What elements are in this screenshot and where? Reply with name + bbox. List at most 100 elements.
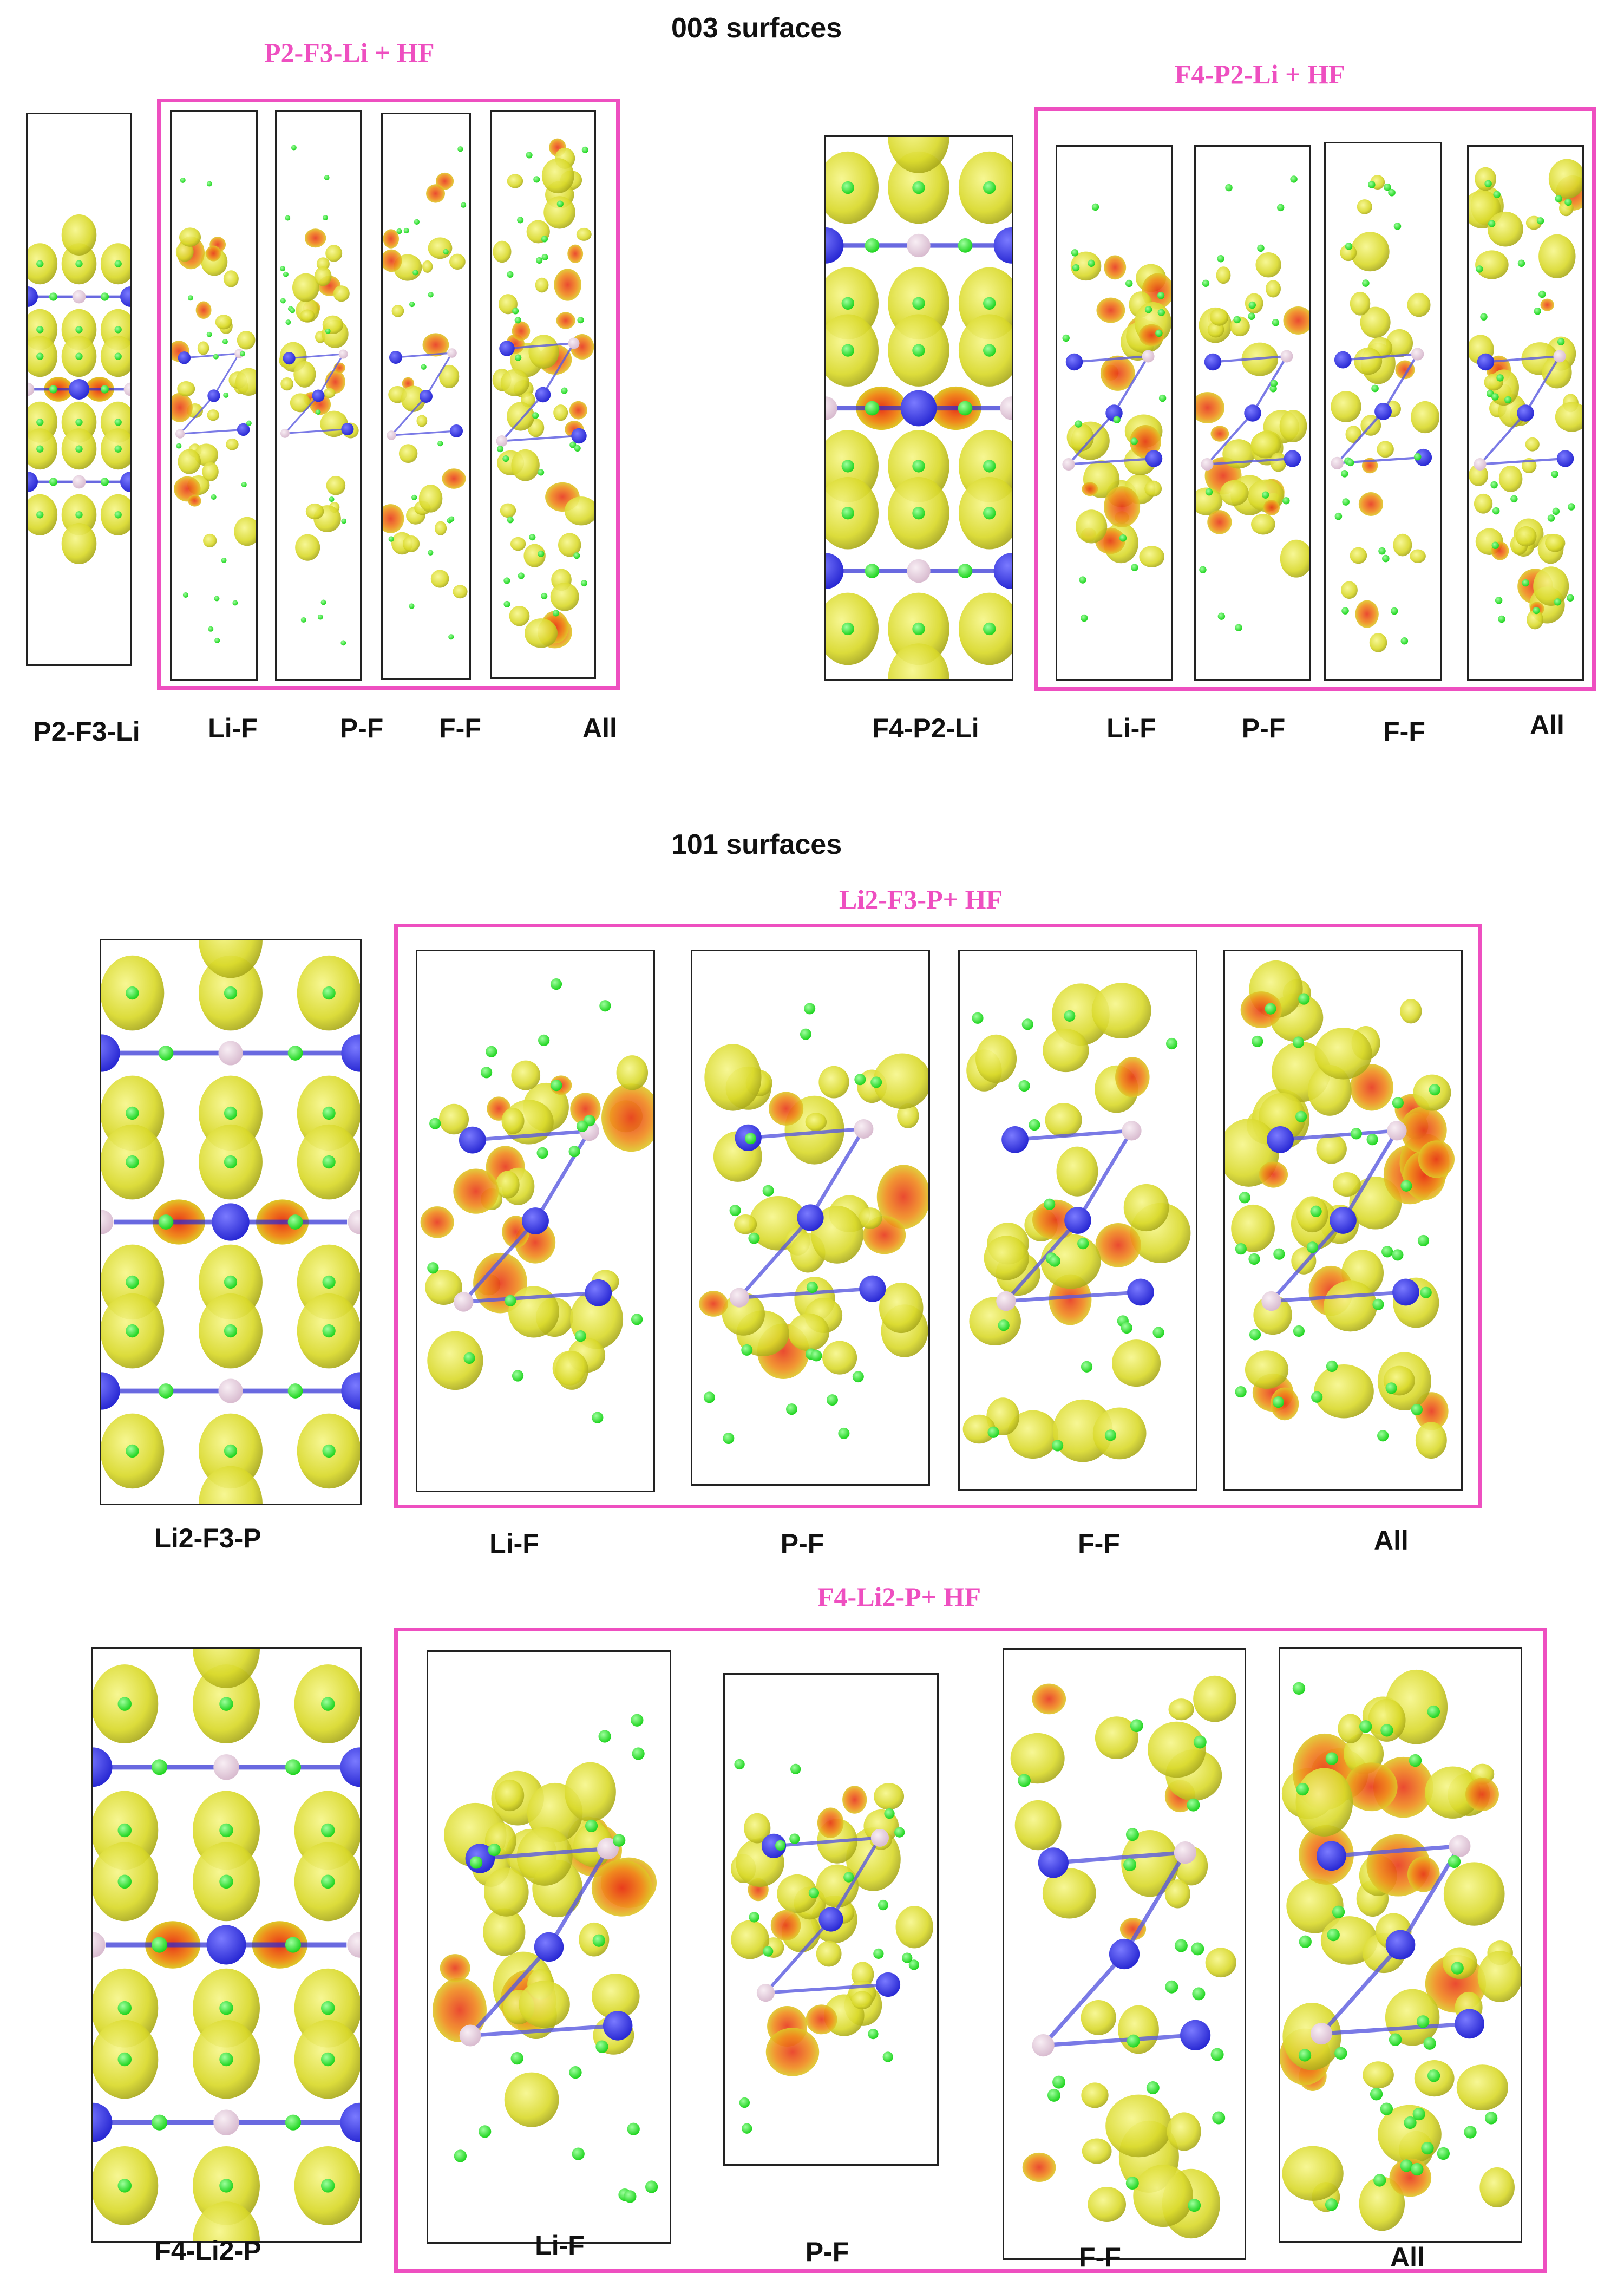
isosurface-lobe — [1377, 441, 1394, 458]
lithium-atom — [1145, 450, 1163, 467]
isosurface-lobe — [1133, 2165, 1193, 2227]
bond — [1014, 1129, 1132, 1142]
isosurface-lobe — [811, 1205, 863, 1264]
lithium-atom — [993, 553, 1012, 589]
isosurface-lobe — [453, 585, 468, 599]
isosurface-lobe — [1487, 211, 1523, 247]
phosphorus-atom — [1201, 458, 1214, 471]
structure-render — [962, 983, 1191, 1462]
isosurface-lobe — [1316, 1134, 1347, 1164]
isosurface-lobe — [206, 245, 221, 262]
isosurface-lobe — [1042, 1868, 1096, 1919]
fluorine-atom — [1359, 1720, 1372, 1733]
fluorine-atom — [734, 1759, 745, 1770]
fluorine-atom — [1495, 597, 1503, 604]
structure-render — [420, 978, 653, 1423]
phosphorus-atom — [338, 349, 348, 359]
isosurface-lobe — [1216, 266, 1231, 284]
fluorine-atom — [126, 1155, 139, 1169]
fluorine-atom — [1491, 393, 1499, 401]
fluorine-atom — [1400, 2159, 1413, 2172]
label-f4-li2-p: F4-Li2-P — [154, 2236, 261, 2266]
fluorine-atom — [126, 986, 139, 1000]
isosurface-lobe — [1498, 465, 1523, 492]
fluorine-atom — [100, 478, 109, 486]
fluorine-atom — [437, 440, 443, 447]
panel-f4-p2-li-all — [1467, 145, 1584, 681]
bond — [1280, 1129, 1397, 1142]
fluorine-atom — [1488, 220, 1496, 227]
isosurface-lobe — [984, 1236, 1029, 1280]
lithium-atom — [761, 1833, 787, 1858]
fluorine-atom — [576, 1120, 588, 1132]
bond — [1252, 355, 1288, 414]
fluorine-atom — [1044, 1198, 1056, 1210]
isosurface-lobe — [851, 1991, 873, 2010]
fluorine-atom — [36, 352, 44, 360]
label-r2-f-f: F-F — [1383, 716, 1425, 747]
fluorine-atom — [1427, 2069, 1440, 2082]
isosurface-lobe — [1475, 167, 1496, 191]
fluorine-atom — [574, 445, 581, 452]
fluorine-atom — [552, 610, 560, 617]
fluorine-atom — [223, 392, 229, 398]
isosurface-lobe — [434, 521, 447, 535]
fluorine-atom — [1075, 420, 1083, 428]
fluorine-atom — [533, 176, 540, 183]
fluorine-atom — [463, 1352, 475, 1364]
fluorine-atom — [1210, 2048, 1224, 2061]
fluorine-atom — [865, 238, 880, 253]
structure-render — [1196, 175, 1309, 631]
isosurface-lobe — [61, 523, 97, 564]
fluorine-atom — [320, 2001, 335, 2015]
fluorine-atom — [514, 317, 521, 324]
isosurface-lobe — [1385, 1989, 1440, 2046]
fluorine-atom — [551, 1079, 562, 1092]
bond — [738, 1216, 812, 1299]
fluorine-atom — [550, 978, 562, 990]
phosphorus-atom — [1280, 350, 1293, 363]
isosurface-lobe — [1148, 1721, 1206, 1778]
label-r3-li-f: Li-F — [489, 1528, 539, 1559]
isosurface-lobe — [1231, 1204, 1275, 1252]
lithium-atom — [826, 553, 844, 589]
fluorine-atom — [810, 1350, 822, 1362]
isosurface-lobe — [1168, 1698, 1194, 1721]
isosurface-lobe — [1014, 1800, 1062, 1851]
fluorine-atom — [538, 550, 545, 557]
isosurface-lobe — [1368, 1698, 1406, 1742]
bond — [765, 1983, 888, 1995]
fluorine-atom — [1235, 624, 1242, 631]
fluorine-atom — [117, 1823, 132, 1838]
lithium-atom — [28, 472, 38, 492]
lithium-atom — [237, 423, 250, 436]
phosphorus-atom — [93, 1932, 106, 1958]
fluorine-atom — [1417, 1234, 1430, 1247]
isosurface-lobe — [435, 172, 454, 190]
isosurface-lobe — [1144, 480, 1162, 497]
fluorine-atom — [631, 1714, 644, 1727]
label-li2-f3-p: Li2-F3-P — [154, 1523, 261, 1553]
fluorine-atom — [448, 634, 454, 640]
lithium-atom — [1317, 1841, 1346, 1871]
fluorine-atom — [114, 352, 122, 360]
fluorine-atom — [221, 557, 227, 563]
fluorine-atom — [1538, 290, 1546, 298]
fluorine-atom — [1536, 217, 1544, 225]
isosurface-lobe — [1358, 492, 1384, 516]
fluorine-atom — [826, 1394, 838, 1406]
fluorine-atom — [300, 617, 306, 623]
fluorine-atom — [1191, 1942, 1204, 1956]
fluorine-atom — [1193, 1735, 1207, 1749]
label-f4-p2-li: F4-P2-Li — [872, 713, 979, 743]
lithium-atom — [1477, 353, 1495, 371]
lithium-atom — [340, 2102, 360, 2142]
fluorine-atom — [627, 2122, 640, 2135]
fluorine-atom — [1552, 507, 1560, 515]
lithium-atom — [69, 379, 89, 400]
fluorine-atom — [806, 1282, 818, 1293]
lithium-atom — [1244, 404, 1261, 422]
label-r4-li-f: Li-F — [535, 2230, 585, 2260]
fluorine-atom — [536, 257, 543, 264]
lithium-atom — [1392, 1278, 1419, 1306]
